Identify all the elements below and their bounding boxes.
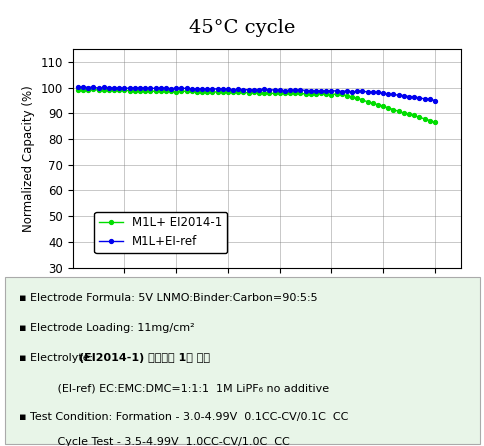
- M1L+EI-ref: [75, 85, 81, 90]
- M1L+EI-ref: [188, 86, 194, 91]
- Text: (El-ref) EC:EMC:DMC=1:1:1  1M LiPF₆ no additive: (El-ref) EC:EMC:DMC=1:1:1 1M LiPF₆ no ad…: [19, 384, 329, 393]
- FancyBboxPatch shape: [5, 277, 479, 444]
- M1L+ EI2014-1: [431, 120, 437, 125]
- M1L+ EI2014-1: [75, 87, 81, 92]
- M1L+ EI2014-1: [385, 105, 391, 111]
- M1L+EI-ref: [163, 86, 168, 91]
- Line: M1L+EI-ref: M1L+EI-ref: [76, 85, 436, 103]
- M1L+ EI2014-1: [91, 87, 96, 92]
- Text: Cycle Test - 3.5-4.99V  1.0CC-CV/1.0C  CC: Cycle Test - 3.5-4.99V 1.0CC-CV/1.0C CC: [19, 437, 289, 446]
- M1L+EI-ref: [80, 84, 86, 90]
- M1L+ EI2014-1: [276, 90, 282, 95]
- Text: ▪ Electrolyte:: ▪ Electrolyte:: [19, 353, 97, 363]
- Text: 45°C cycle: 45°C cycle: [189, 19, 295, 37]
- Text: ▪ Electrode Loading: 11mg/cm²: ▪ Electrode Loading: 11mg/cm²: [19, 323, 195, 333]
- Legend: M1L+ EI2014-1, M1L+EI-ref: M1L+ EI2014-1, M1L+EI-ref: [94, 211, 227, 253]
- Text: ▪ Electrode Formula: 5V LNMO:Binder:Carbon=90:5:5: ▪ Electrode Formula: 5V LNMO:Binder:Carb…: [19, 293, 317, 303]
- M1L+ EI2014-1: [126, 88, 132, 93]
- M1L+ EI2014-1: [188, 89, 194, 94]
- M1L+EI-ref: [126, 85, 132, 91]
- M1L+ EI2014-1: [379, 103, 385, 109]
- M1L+ EI2014-1: [163, 88, 168, 94]
- Text: ▪ Test Condition: Formation - 3.0-4.99V  0.1CC-CV/0.1C  CC: ▪ Test Condition: Formation - 3.0-4.99V …: [19, 412, 348, 422]
- M1L+EI-ref: [276, 87, 282, 93]
- Text: (EI2014-1) 솔브레인 1차 샘플: (EI2014-1) 솔브레인 1차 샘플: [78, 353, 209, 363]
- Line: M1L+ EI2014-1: M1L+ EI2014-1: [76, 87, 436, 124]
- Y-axis label: Normalized Capacity (%): Normalized Capacity (%): [22, 85, 35, 232]
- X-axis label: Cycles: Cycles: [239, 296, 293, 311]
- M1L+EI-ref: [385, 91, 391, 97]
- M1L+EI-ref: [431, 98, 437, 103]
- M1L+EI-ref: [379, 91, 385, 96]
